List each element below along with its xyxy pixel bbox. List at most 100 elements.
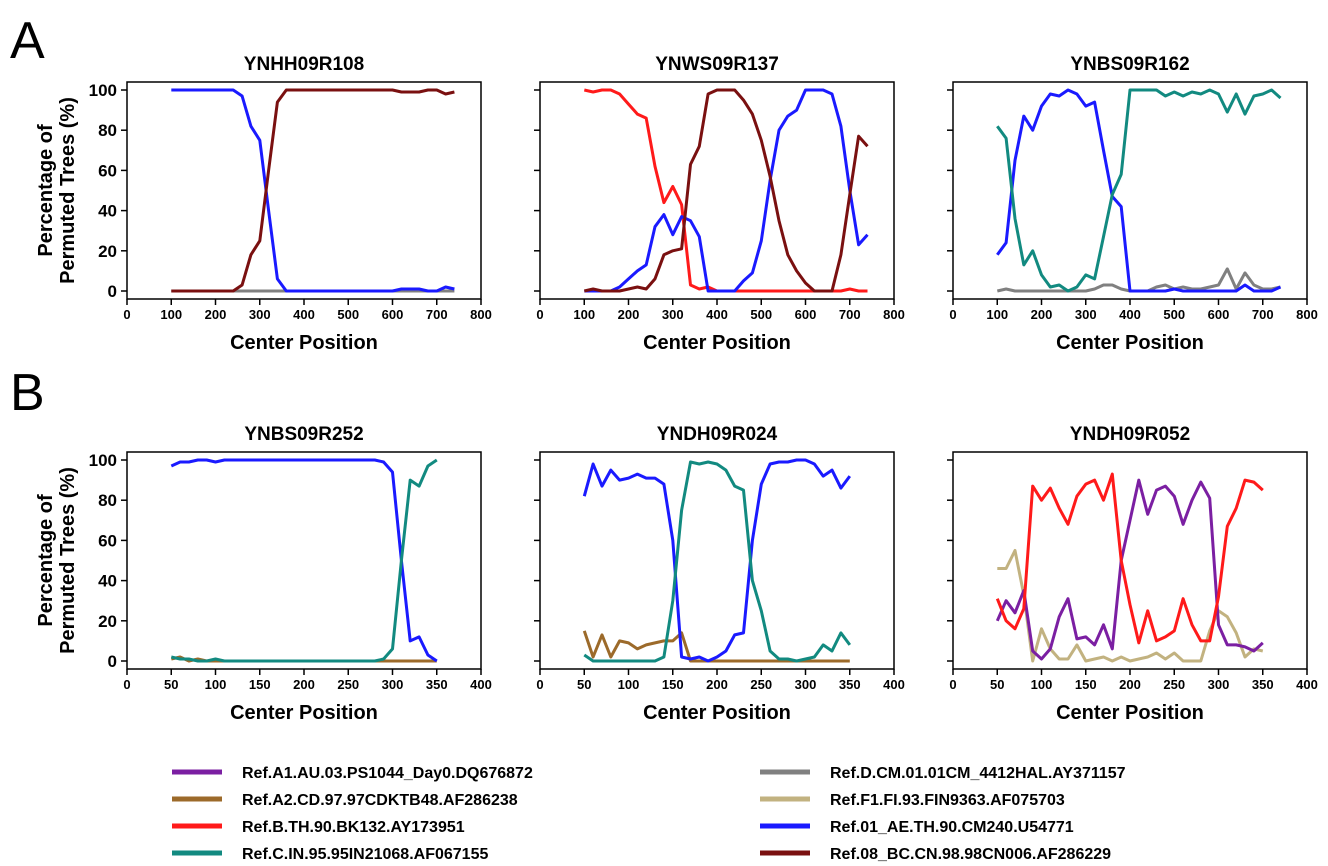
- chart-title: YNHH09R108: [244, 54, 364, 75]
- x-tick-label: 400: [1119, 307, 1141, 322]
- x-tick-label: 200: [1119, 677, 1141, 692]
- x-tick-label: 600: [795, 307, 817, 322]
- x-tick-label: 800: [470, 307, 492, 322]
- x-tick-label: 400: [706, 307, 728, 322]
- chart-title: YNDH09R024: [657, 424, 778, 445]
- chart-title: YNBS09R162: [1070, 54, 1189, 75]
- x-axis-label: Center Position: [230, 332, 378, 354]
- x-tick-label: 400: [883, 677, 905, 692]
- panel-label-a: A: [10, 12, 45, 70]
- plot-frame: [539, 81, 895, 300]
- x-tick-label: 300: [382, 677, 404, 692]
- series-line-2: [170, 458, 438, 663]
- x-axis-label: Center Position: [643, 332, 791, 354]
- chart-title: YNWS09R137: [655, 54, 779, 75]
- x-tick-label: 200: [618, 307, 640, 322]
- series-line-2: [582, 458, 852, 663]
- legend-label: Ref.C.IN.95.95IN21068.AF067155: [242, 846, 488, 863]
- y-axis-label: Percentage ofPermuted Trees (%): [35, 467, 79, 654]
- legend-label: Ref.A1.AU.03.PS1044_Day0.DQ676872: [242, 765, 533, 782]
- y-axis-label-line: Permuted Trees (%): [57, 97, 79, 284]
- plot-frame: [952, 81, 1308, 300]
- series-line-2: [171, 88, 455, 293]
- x-tick-label: 0: [123, 677, 130, 692]
- chart-panel-5: YNDH09R024 0 50 100 150 200 250 300 350 400 Center…: [534, 424, 905, 724]
- y-tick-label: 100: [89, 81, 117, 100]
- x-tick-label: 600: [1208, 307, 1230, 322]
- chart-panel-1: YNHH09R108 0 100 200 300 400 500 600 700 800 0 20 40…: [35, 54, 492, 354]
- x-tick-label: 700: [839, 307, 861, 322]
- series-line-2: [995, 478, 1264, 661]
- y-tick-label: 80: [98, 491, 117, 510]
- series-line-3: [996, 88, 1282, 293]
- x-tick-label: 600: [382, 307, 404, 322]
- x-tick-label: 0: [123, 307, 130, 322]
- x-axis-label: Center Position: [230, 702, 378, 724]
- chart-title: YNDH09R052: [1070, 424, 1190, 445]
- x-tick-label: 500: [1163, 307, 1185, 322]
- series-line-1: [583, 88, 868, 293]
- y-tick-label: 20: [98, 242, 117, 261]
- x-tick-label: 400: [293, 307, 315, 322]
- x-tick-label: 50: [577, 677, 591, 692]
- x-tick-label: 0: [536, 677, 543, 692]
- x-tick-label: 250: [750, 677, 772, 692]
- legend: Ref.A1.AU.03.PS1044_Day0.DQ676872 Ref.A2.…: [172, 765, 1126, 863]
- x-tick-label: 250: [1163, 677, 1185, 692]
- y-tick-label: 0: [108, 282, 117, 301]
- x-tick-label: 150: [249, 677, 271, 692]
- x-tick-label: 150: [662, 677, 684, 692]
- y-tick-label: 40: [98, 572, 117, 591]
- x-tick-label: 0: [949, 307, 956, 322]
- panel-label-b: B: [10, 364, 45, 422]
- x-tick-label: 100: [986, 307, 1008, 322]
- x-tick-label: 800: [883, 307, 905, 322]
- y-axis-label-line: Percentage of: [35, 494, 57, 627]
- x-tick-label: 300: [1208, 677, 1230, 692]
- x-tick-label: 700: [1252, 307, 1274, 322]
- y-axis-label-line: Permuted Trees (%): [57, 467, 79, 654]
- x-tick-label: 350: [426, 677, 448, 692]
- y-tick-label: 0: [108, 652, 117, 671]
- x-tick-label: 250: [337, 677, 359, 692]
- chart-panel-6: YNDH09R052 0 50 100 150 200 250 300 350 400 Center…: [947, 424, 1318, 724]
- y-tick-label: 20: [98, 612, 117, 631]
- x-tick-label: 300: [662, 307, 684, 322]
- x-tick-label: 350: [839, 677, 861, 692]
- x-tick-label: 500: [337, 307, 359, 322]
- x-tick-label: 100: [573, 307, 595, 322]
- x-axis-label: Center Position: [1056, 332, 1204, 354]
- y-axis-label-line: Percentage of: [35, 124, 57, 257]
- x-tick-label: 200: [293, 677, 315, 692]
- y-tick-label: 100: [89, 451, 117, 470]
- x-tick-label: 200: [706, 677, 728, 692]
- legend-label: Ref.08_BC.CN.98.98CN006.AF286229: [830, 846, 1111, 863]
- x-tick-label: 200: [205, 307, 227, 322]
- x-tick-label: 400: [1296, 677, 1318, 692]
- x-tick-label: 100: [1031, 677, 1053, 692]
- legend-label: Ref.F1.FI.93.FIN9363.AF075703: [830, 792, 1065, 809]
- chart-panel-2: YNWS09R137 0 100 200 300 400 500 600 700 800 Cente…: [534, 54, 905, 354]
- x-tick-label: 400: [470, 677, 492, 692]
- plot-frame: [539, 451, 895, 670]
- legend-label: Ref.B.TH.90.BK132.AY173951: [242, 819, 465, 836]
- series-line-3: [171, 88, 455, 293]
- chart-title: YNBS09R252: [244, 424, 363, 445]
- y-tick-label: 60: [98, 531, 117, 550]
- x-tick-label: 200: [1031, 307, 1053, 322]
- x-tick-label: 100: [618, 677, 640, 692]
- legend-label: Ref.A2.CD.97.97CDKTB48.AF286238: [242, 792, 518, 809]
- y-tick-label: 60: [98, 161, 117, 180]
- x-tick-label: 500: [750, 307, 772, 322]
- x-tick-label: 300: [795, 677, 817, 692]
- chart-panel-4: YNBS09R252 0 50 100 150 200 250 300 350 400 0 20 40 6…: [35, 424, 492, 724]
- x-axis-label: Center Position: [1056, 702, 1204, 724]
- y-tick-label: 80: [98, 121, 117, 140]
- series-line-1: [582, 630, 850, 663]
- series-line-3: [995, 472, 1264, 645]
- plot-frame: [952, 451, 1308, 670]
- x-tick-label: 50: [990, 677, 1004, 692]
- x-axis-label: Center Position: [643, 702, 791, 724]
